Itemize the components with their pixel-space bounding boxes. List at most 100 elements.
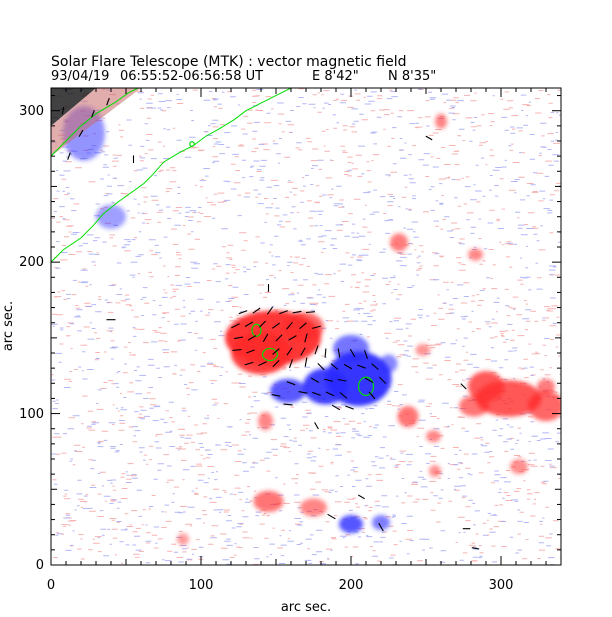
observation-time-range: 06:55:52-06:56:58 UT <box>120 69 263 84</box>
transverse-vector-65 <box>78 129 84 137</box>
transverse-vector-25 <box>244 361 254 366</box>
transverse-vector-30 <box>324 348 327 358</box>
transverse-vector-19 <box>232 349 242 351</box>
transverse-vector-6 <box>231 323 240 329</box>
limb-corner-band <box>51 88 141 157</box>
transverse-vector-63 <box>471 547 480 550</box>
y-tick-label-200: 200 <box>19 255 44 270</box>
x-axis-label: arc sec. <box>281 600 331 615</box>
transverse-vectors <box>61 97 480 550</box>
transverse-vector-59 <box>358 494 365 500</box>
y-tick-label-100: 100 <box>19 407 44 422</box>
transverse-vector-4 <box>292 310 302 314</box>
negative-region-3 <box>333 334 369 363</box>
transverse-vector-46 <box>312 391 321 396</box>
heliographic-longitude: E 8'42" <box>312 69 359 84</box>
neutral-loop-3 <box>189 141 195 147</box>
transverse-vector-41 <box>337 378 347 382</box>
neutral-lines <box>51 88 375 397</box>
transverse-vector-11 <box>299 322 307 330</box>
transverse-vector-68 <box>61 106 65 115</box>
neutral-line-0 <box>51 88 292 263</box>
transverse-vector-55 <box>314 422 319 430</box>
positive-region-10 <box>300 498 327 517</box>
transverse-vector-36 <box>343 363 353 370</box>
positive-region-4 <box>475 380 542 417</box>
transverse-vector-7 <box>244 321 254 327</box>
positive-region-14 <box>537 378 555 394</box>
transverse-vector-24 <box>314 345 319 355</box>
transverse-vector-16 <box>275 334 283 342</box>
positive-region-5 <box>528 390 561 422</box>
transverse-vector-15 <box>262 333 269 343</box>
transverse-vector-51 <box>283 403 293 406</box>
transverse-vector-28 <box>288 359 294 369</box>
limb-corner <box>51 88 141 157</box>
transverse-vector-69 <box>106 97 110 106</box>
positive-region-7 <box>397 406 419 428</box>
noise-red <box>51 88 561 565</box>
transverse-vector-42 <box>364 377 374 383</box>
positive-region-19 <box>177 533 189 546</box>
positive-region-12 <box>468 248 483 261</box>
positive-region-8 <box>426 430 441 443</box>
transverse-vector-27 <box>272 360 280 368</box>
axis-ticks <box>50 88 562 566</box>
transverse-vector-26 <box>258 361 267 366</box>
transverse-vector-32 <box>349 348 356 358</box>
positive-region-16 <box>429 465 441 478</box>
positive-region-11 <box>390 233 408 252</box>
transverse-vector-3 <box>279 310 288 315</box>
transverse-vector-21 <box>272 348 280 355</box>
transverse-vector-29 <box>304 357 308 367</box>
transverse-vector-40 <box>324 378 333 382</box>
transverse-vector-2 <box>266 306 274 315</box>
negative-region-6 <box>372 515 390 531</box>
transverse-vector-52 <box>331 404 341 411</box>
negative-region-4 <box>379 354 398 373</box>
transverse-vector-38 <box>371 363 379 370</box>
positive-region-9 <box>253 490 284 512</box>
neutral-loop-2 <box>357 376 375 397</box>
transverse-vector-61 <box>378 522 384 532</box>
observation-date: 93/04/19 <box>51 69 109 84</box>
positive-region-15 <box>510 459 528 475</box>
transverse-vector-66 <box>67 152 71 160</box>
negative-region-5 <box>339 515 363 534</box>
positive-region-2 <box>282 312 324 343</box>
transverse-vector-1 <box>252 307 261 314</box>
x-tick-label-100: 100 <box>189 578 214 593</box>
transverse-vector-5 <box>305 311 316 314</box>
transverse-vector-67 <box>91 110 95 118</box>
negative-region-1 <box>303 368 348 405</box>
transverse-vector-47 <box>325 391 335 397</box>
transverse-vector-20 <box>246 349 255 354</box>
transverse-vector-14 <box>247 335 257 341</box>
transverse-vector-18 <box>304 333 308 343</box>
transverse-vector-53 <box>345 405 354 410</box>
negative-region-8 <box>96 204 126 229</box>
transverse-vector-44 <box>286 381 296 386</box>
transverse-vector-35 <box>330 363 339 370</box>
transverse-vector-64 <box>425 135 433 141</box>
limb-corner-dark <box>51 88 96 126</box>
transverse-vector-10 <box>286 321 293 330</box>
transverse-vector-34 <box>317 363 325 371</box>
transverse-vector-58 <box>460 383 467 390</box>
transverse-vector-43 <box>378 376 387 384</box>
transverse-vector-23 <box>300 347 306 356</box>
transverse-vector-37 <box>357 364 366 369</box>
transverse-vector-0 <box>238 310 248 315</box>
positive-region-13 <box>435 113 447 129</box>
x-tick-label-0: 0 <box>47 578 55 593</box>
plot-content <box>51 88 561 565</box>
transverse-vector-49 <box>368 391 376 400</box>
transverse-vector-45 <box>298 391 308 394</box>
transverse-vector-33 <box>363 350 369 359</box>
neutral-loop-1 <box>261 347 279 362</box>
transverse-vector-60 <box>327 513 336 520</box>
x-tick-label-200: 200 <box>339 578 364 593</box>
y-tick-label-300: 300 <box>19 104 44 119</box>
positive-region-18 <box>415 343 431 357</box>
transverse-vector-8 <box>258 320 267 328</box>
